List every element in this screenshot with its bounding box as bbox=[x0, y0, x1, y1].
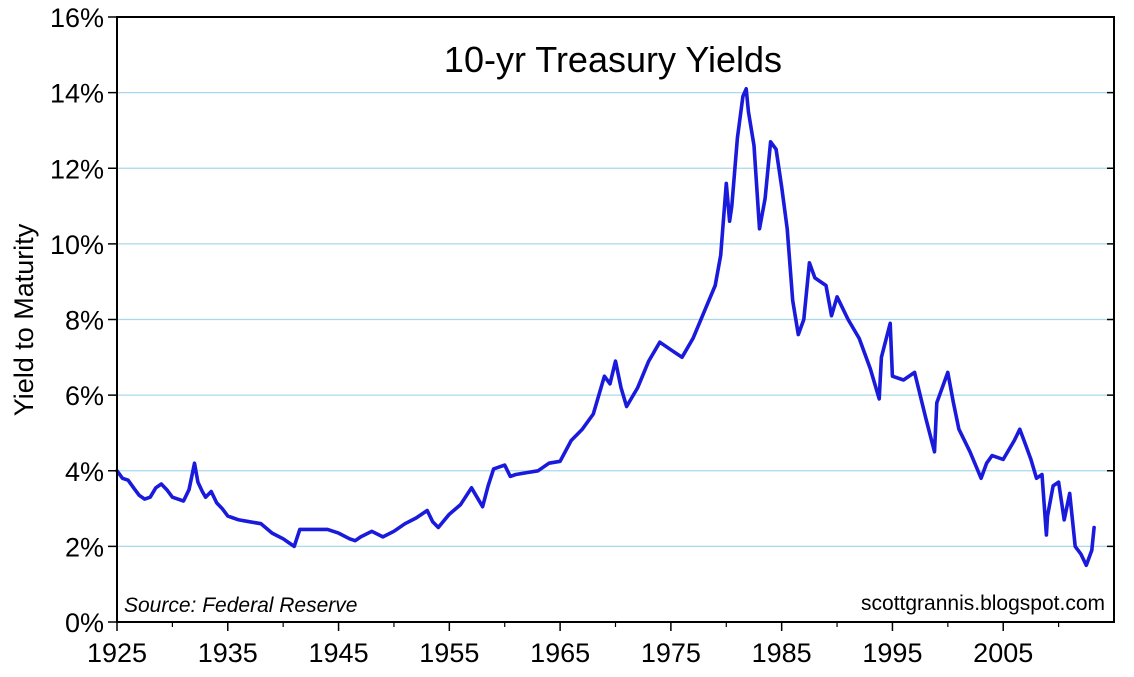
x-tick-label: 1955 bbox=[419, 638, 479, 668]
gridlines bbox=[117, 92, 1114, 547]
credit-note: scottgrannis.blogspot.com bbox=[861, 592, 1105, 615]
chart-title: 10-yr Treasury Yields bbox=[444, 39, 782, 80]
y-tick-label: 10% bbox=[50, 230, 104, 260]
x-tick-label: 1975 bbox=[641, 638, 701, 668]
x-tick-label: 1945 bbox=[309, 638, 369, 668]
y-tick-label: 12% bbox=[50, 154, 104, 184]
y-tick-label: 14% bbox=[50, 79, 104, 109]
y-tick-label: 4% bbox=[65, 457, 104, 487]
y-axis-label: Yield to Maturity bbox=[9, 223, 39, 416]
source-note: Source: Federal Reserve bbox=[124, 594, 357, 617]
axis-ticks bbox=[108, 16, 1114, 631]
x-tick-label: 2005 bbox=[973, 638, 1033, 668]
y-tick-label: 0% bbox=[65, 608, 104, 638]
x-tick-label: 1935 bbox=[198, 638, 258, 668]
y-tick-label: 8% bbox=[65, 306, 104, 336]
x-tick-label: 1965 bbox=[530, 638, 590, 668]
x-tick-label: 1995 bbox=[862, 638, 922, 668]
x-tick-label: 1985 bbox=[752, 638, 812, 668]
y-tick-label: 6% bbox=[65, 381, 104, 411]
y-tick-label: 16% bbox=[50, 3, 104, 33]
tick-labels: 0% 2% 4% 6% 8% 10% 12% 14% 16% 1925 1935 1945 1955 19… bbox=[50, 3, 1033, 668]
x-tick-label: 1925 bbox=[87, 638, 147, 668]
series-line bbox=[115, 87, 1096, 568]
y-tick-label: 2% bbox=[65, 532, 104, 562]
